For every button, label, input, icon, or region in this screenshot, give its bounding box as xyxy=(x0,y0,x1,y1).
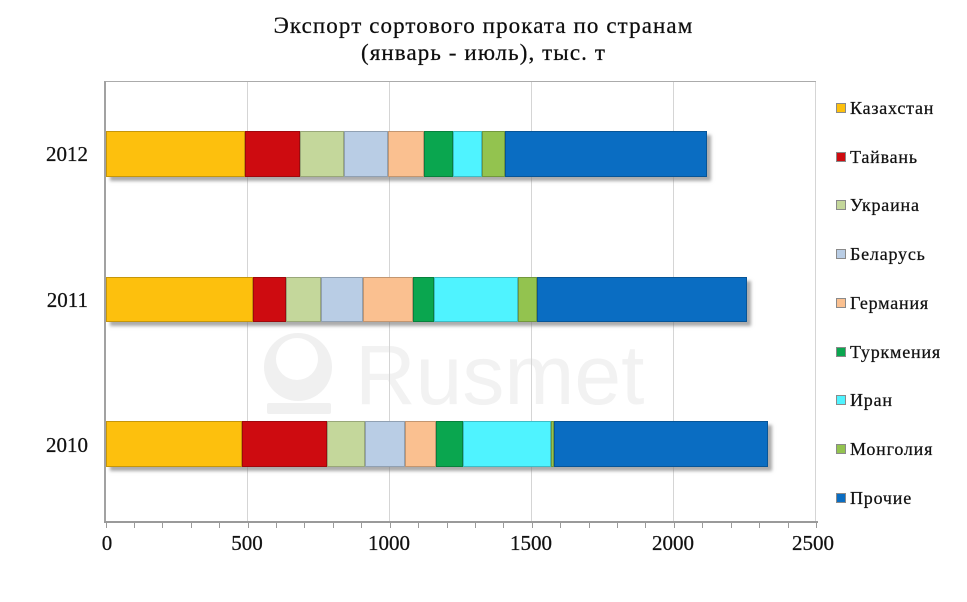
svg-text:Rusmet: Rusmet xyxy=(355,328,644,422)
